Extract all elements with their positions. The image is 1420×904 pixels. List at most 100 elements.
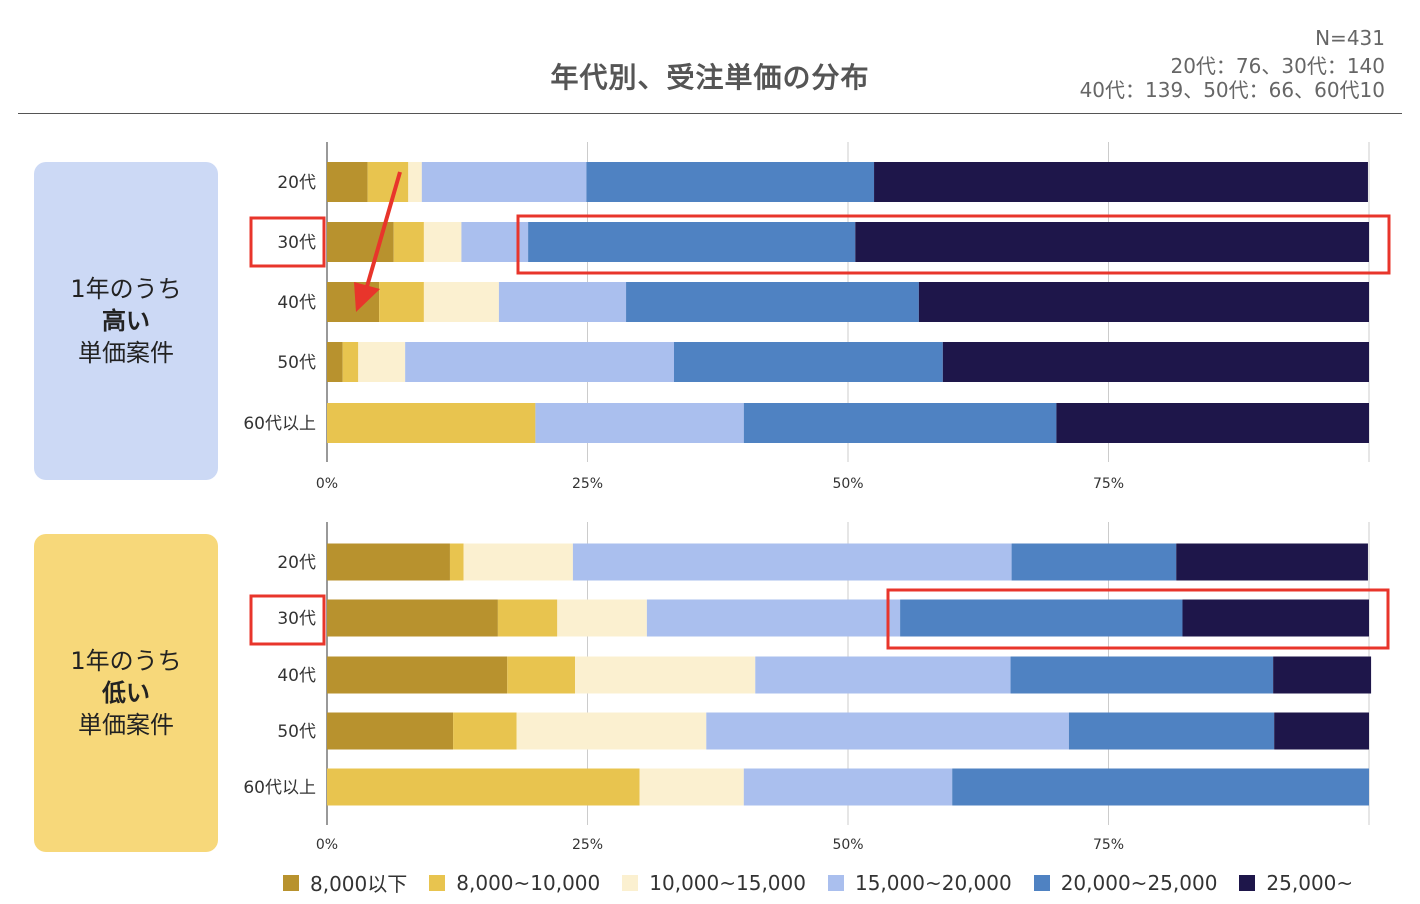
bar-segment: [1274, 712, 1369, 750]
legend-item: 8,000以下: [283, 868, 407, 897]
y-category-label: 50代: [277, 353, 316, 373]
panel-line2: 低い: [102, 679, 150, 707]
bar-segment: [942, 342, 1369, 382]
bar-segment: [408, 162, 422, 202]
legend-label: 15,000~20,000: [854, 870, 1012, 895]
legend-item: 8,000~10,000: [429, 868, 600, 897]
bar-segment: [393, 222, 424, 262]
legend-label: 20,000~25,000: [1060, 870, 1218, 895]
bar-segment: [874, 162, 1368, 202]
legend: 8,000以下 8,000~10,000 10,000~15,000 15,000~2…: [283, 868, 1375, 897]
y-category-label: 30代: [277, 609, 316, 629]
y-category-label: 60代以上: [243, 414, 316, 434]
bar-segment: [743, 768, 953, 806]
bar-segment: [1011, 543, 1177, 581]
bar-segment: [379, 282, 424, 322]
bar-segment: [586, 162, 875, 202]
legend-swatch: [1239, 874, 1256, 891]
bar-segment: [463, 543, 573, 581]
legend-swatch: [622, 874, 639, 891]
x-tick-label: 50%: [832, 837, 863, 853]
bar-segment: [327, 599, 498, 637]
age-count-note-1: 20代：76、30代：140: [1170, 54, 1385, 78]
highlight-30s-label-bottom: [249, 594, 326, 646]
highlight-30s-label-top: [249, 216, 326, 268]
panel-line3: 単価案件: [78, 711, 174, 739]
bar-segment: [626, 282, 919, 322]
bar-segment: [855, 222, 1369, 262]
bar-segment: [1068, 712, 1275, 750]
y-category-label: 30代: [277, 233, 316, 253]
bar-segment: [1182, 599, 1369, 637]
bar-segment: [327, 543, 450, 581]
x-tick-label: 50%: [832, 476, 863, 492]
y-category-label: 40代: [277, 666, 316, 686]
bar-segment: [900, 599, 1183, 637]
bar-segment: [358, 342, 406, 382]
bar-segment: [516, 712, 707, 750]
bar-segment: [327, 403, 536, 443]
bar-segment: [706, 712, 1069, 750]
bar-segment: [1273, 656, 1372, 694]
bar-segment: [557, 599, 647, 637]
bar-segment: [497, 599, 558, 637]
bar-segment: [327, 712, 454, 750]
bar-segment: [1056, 403, 1369, 443]
legend-label: 10,000~15,000: [649, 870, 806, 895]
bar-segment: [574, 656, 756, 694]
bar-segment: [327, 342, 343, 382]
bar-segment: [327, 656, 508, 694]
bar-segment: [1010, 656, 1274, 694]
bar-segment: [952, 768, 1369, 806]
legend-label: 8,000以下: [310, 872, 408, 896]
low-price-panel: 1年のうち 低い 単価案件: [34, 534, 218, 852]
x-tick-label: 25%: [572, 476, 603, 492]
bar-segment: [342, 342, 359, 382]
bar-segment: [673, 342, 943, 382]
legend-item: 20,000~25,000: [1033, 868, 1218, 897]
highlight-30s-bar-bottom: [886, 588, 1390, 650]
legend-swatch: [1033, 874, 1050, 891]
bar-segment: [421, 162, 587, 202]
legend-item: 10,000~15,000: [622, 868, 806, 897]
y-category-label: 60代以上: [243, 778, 316, 798]
y-category-label: 40代: [277, 293, 316, 313]
bar-segment: [423, 222, 462, 262]
bar-segment: [639, 768, 744, 806]
x-tick-label: 25%: [572, 837, 603, 853]
age-count-note-2: 40代：139、50代：66、60代10: [1079, 78, 1385, 102]
bar-segment: [453, 712, 517, 750]
panel-line2: 高い: [102, 307, 150, 335]
y-category-label: 50代: [277, 722, 316, 742]
legend-item: 25,000~: [1239, 868, 1353, 897]
bar-segment: [498, 282, 627, 322]
panel-line1: 1年のうち: [70, 275, 182, 303]
legend-swatch: [429, 874, 446, 891]
bar-segment: [449, 543, 464, 581]
bar-segment: [423, 282, 499, 322]
header-divider: [18, 113, 1402, 114]
sample-size-note: N=431: [1315, 26, 1385, 50]
arrow-head-icon: [354, 282, 380, 312]
legend-label: 25,000~: [1266, 870, 1354, 895]
legend-item: 15,000~20,000: [827, 868, 1012, 897]
y-category-label: 20代: [277, 553, 316, 573]
bar-segment: [528, 222, 856, 262]
x-tick-label: 0%: [316, 837, 338, 853]
highlight-30s-bar-top: [516, 214, 1391, 275]
bar-segment: [507, 656, 575, 694]
legend-label: 8,000~10,000: [456, 870, 601, 895]
bar-segment: [327, 768, 640, 806]
bar-segment: [327, 162, 368, 202]
bar-segment: [743, 403, 1057, 443]
page-title: 年代別、受注単価の分布: [550, 61, 870, 94]
bar-segment: [1176, 543, 1368, 581]
bar-segment: [646, 599, 901, 637]
y-category-label: 20代: [277, 173, 316, 193]
x-tick-label: 75%: [1093, 476, 1124, 492]
panel-line1: 1年のうち: [70, 647, 182, 675]
bar-segment: [405, 342, 674, 382]
x-tick-label: 0%: [316, 476, 338, 492]
arrow-shaft: [364, 171, 402, 291]
